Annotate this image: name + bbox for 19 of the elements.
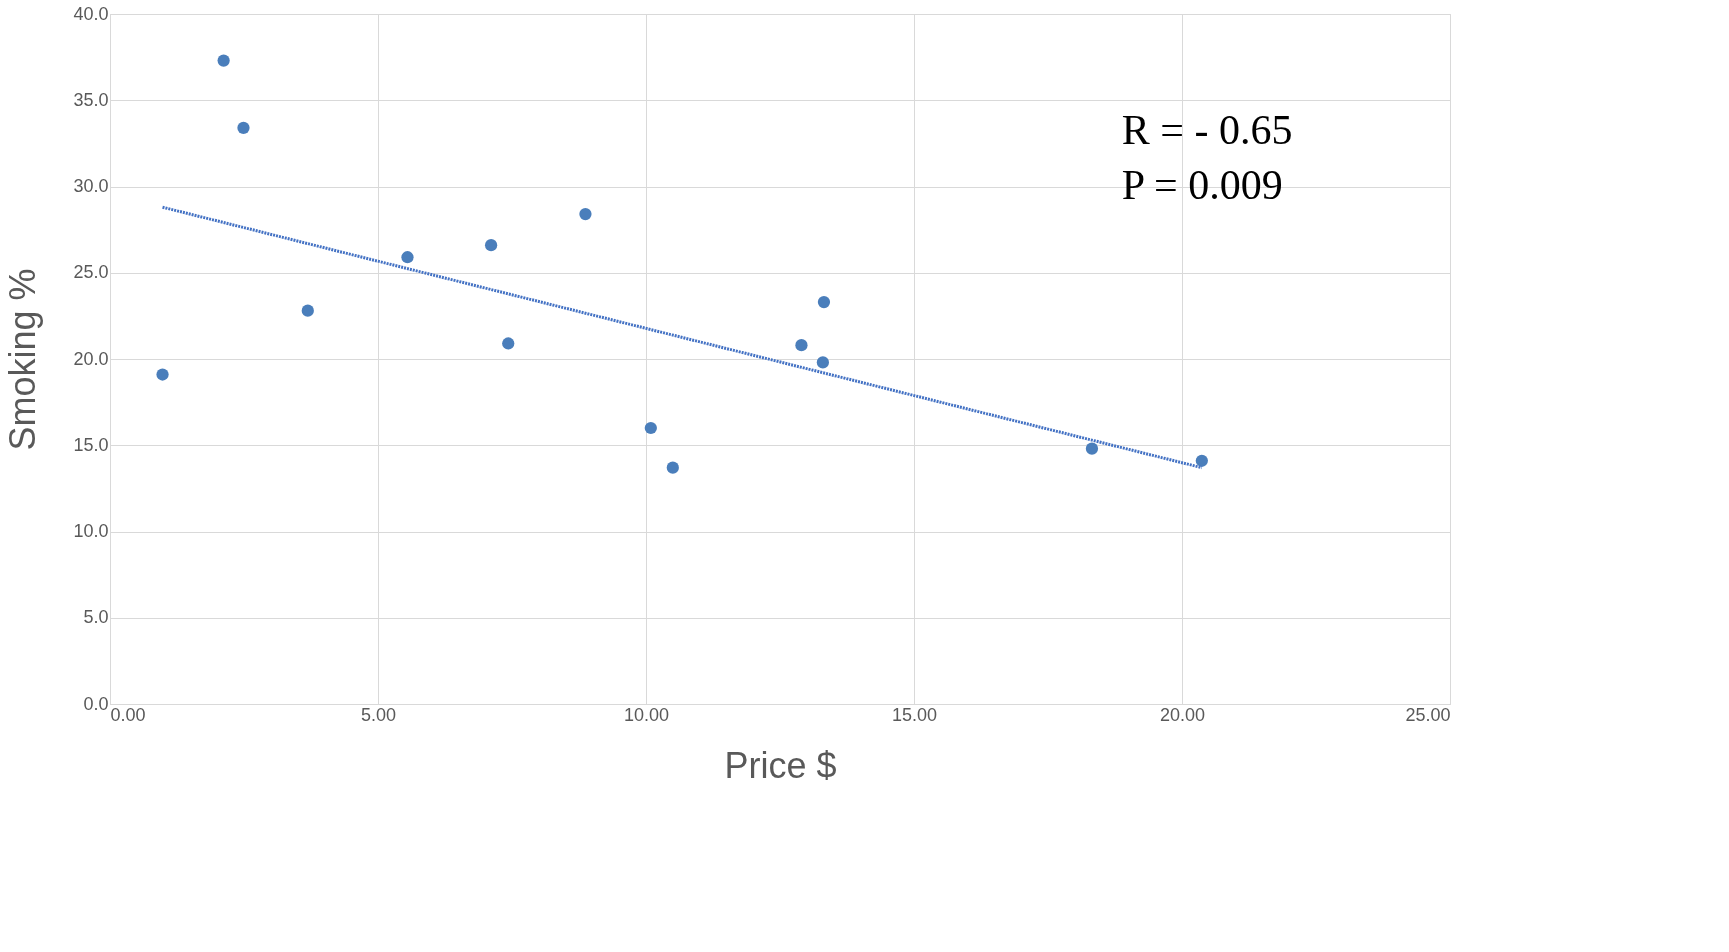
x-tick-label: 0.00 xyxy=(110,704,146,725)
x-tick-label: 10.00 xyxy=(623,704,670,725)
x-tick-label: 20.00 xyxy=(1159,704,1206,725)
y-tick-label: 35.0 xyxy=(73,89,109,110)
y-tick-label: 5.0 xyxy=(83,607,109,628)
y-tick-label: 10.0 xyxy=(73,521,109,541)
x-tick-label: 25.00 xyxy=(1405,704,1451,725)
y-tick-label: 15.0 xyxy=(73,434,109,455)
x-tick-label: 15.00 xyxy=(891,704,938,725)
y-tick-label: 0.0 xyxy=(83,693,109,714)
y-tick-label: 25.0 xyxy=(73,262,109,283)
annotation: P = 0.009 xyxy=(1121,162,1283,209)
y-tick-label: 20.0 xyxy=(73,348,109,369)
y-tick-label: 30.0 xyxy=(73,176,109,196)
x-axis-title: Price $ xyxy=(724,744,837,786)
y-tick-label: 40.0 xyxy=(73,3,109,24)
annotation: R = - 0.65 xyxy=(1121,107,1293,154)
y-axis-title: Smoking % xyxy=(2,268,44,451)
x-tick-label: 5.00 xyxy=(360,704,397,725)
